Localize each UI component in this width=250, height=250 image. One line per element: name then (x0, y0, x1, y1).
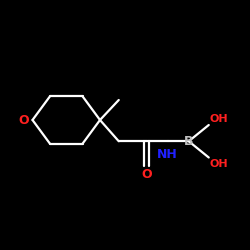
Text: OH: OH (210, 159, 229, 169)
Text: NH: NH (157, 148, 178, 160)
Text: B: B (184, 135, 194, 148)
Text: O: O (18, 114, 29, 126)
Text: OH: OH (210, 114, 229, 124)
Text: O: O (141, 168, 152, 180)
